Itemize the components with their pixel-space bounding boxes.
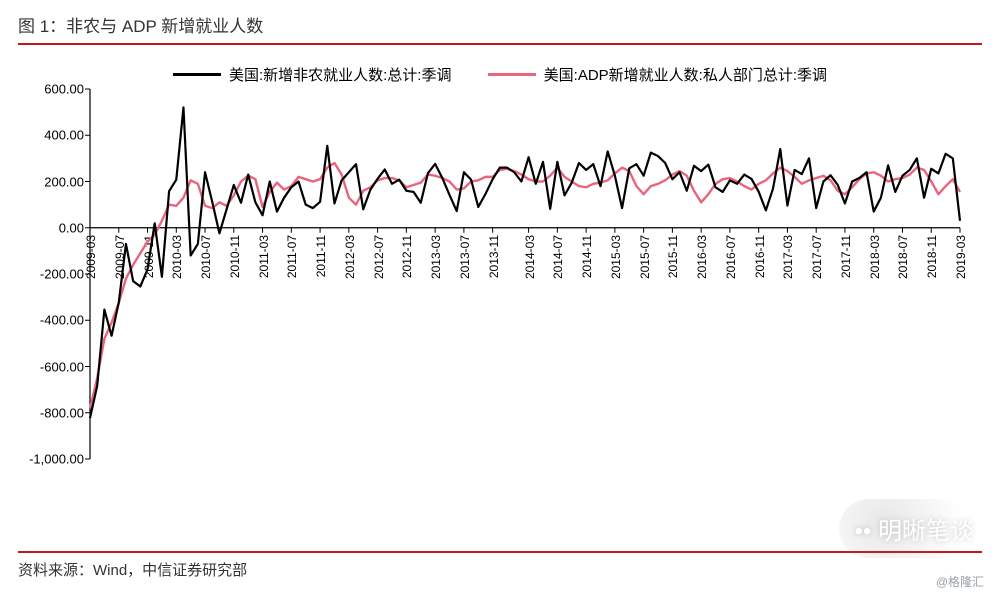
chart-header: 图 1：非农与 ADP 新增就业人数 bbox=[18, 12, 982, 45]
series-nonfarm-line bbox=[90, 108, 960, 419]
series-adp-line bbox=[90, 163, 960, 408]
y-tick-label: -600.00 bbox=[40, 359, 90, 374]
title-text: 图 1：非农与 ADP 新增就业人数 bbox=[18, 17, 263, 36]
chart-title: 图 1：非农与 ADP 新增就业人数 bbox=[18, 12, 982, 43]
legend-item-adp: 美国:ADP新增就业人数:私人部门总计:季调 bbox=[488, 64, 827, 85]
y-tick-label: -1,000.00 bbox=[29, 452, 90, 467]
legend-swatch-nonfarm bbox=[173, 73, 221, 76]
legend-item-nonfarm: 美国:新增非农就业人数:总计:季调 bbox=[173, 64, 452, 85]
source-text: 资料来源：Wind，中信证券研究部 bbox=[18, 553, 982, 580]
legend: 美国:新增非农就业人数:总计:季调 美国:ADP新增就业人数:私人部门总计:季调 bbox=[0, 63, 1000, 85]
y-tick-label: -400.00 bbox=[40, 313, 90, 328]
legend-label-adp: 美国:ADP新增就业人数:私人部门总计:季调 bbox=[544, 64, 827, 85]
source-label: 资料来源：Wind，中信证券研究部 bbox=[18, 562, 247, 579]
y-tick-label: 600.00 bbox=[44, 82, 90, 97]
y-tick-label: 400.00 bbox=[44, 128, 90, 143]
y-tick-label: -200.00 bbox=[40, 267, 90, 282]
legend-label-nonfarm: 美国:新增非农就业人数:总计:季调 bbox=[229, 64, 452, 85]
header-rule bbox=[18, 43, 982, 45]
chart-plot: -1,000.00-800.00-600.00-400.00-200.000.0… bbox=[90, 89, 960, 529]
chart-footer: 资料来源：Wind，中信证券研究部 bbox=[18, 551, 982, 580]
y-tick-label: -800.00 bbox=[40, 405, 90, 420]
y-tick-label: 200.00 bbox=[44, 174, 90, 189]
chart-svg bbox=[90, 89, 960, 469]
legend-swatch-adp bbox=[488, 73, 536, 76]
